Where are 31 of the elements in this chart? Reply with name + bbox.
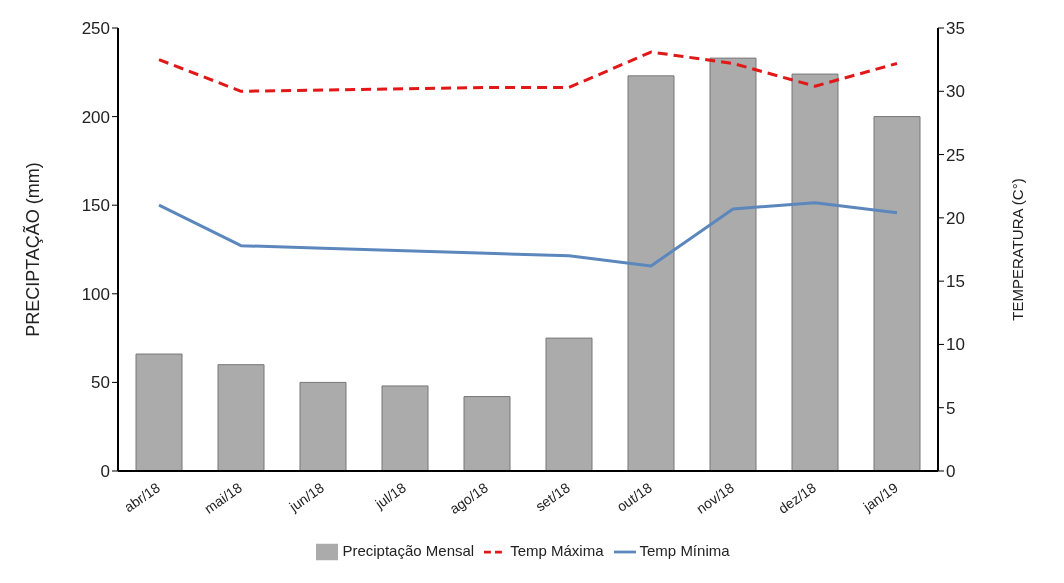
legend-label: Temp Mínima (639, 541, 730, 559)
bar (545, 337, 593, 471)
bar (299, 381, 347, 471)
y2-tick-label: 10 (946, 335, 965, 355)
y2-tick-label: 20 (946, 208, 965, 228)
y2-tick-label: 35 (946, 19, 965, 39)
y2-tick-label: 15 (946, 272, 965, 292)
bar (381, 385, 429, 471)
line-series (157, 50, 899, 93)
bar (627, 75, 675, 471)
legend-label: Temp Máxima (510, 541, 604, 559)
y-axis-title: PRECIPTAÇÃO (mm) (22, 162, 44, 337)
line-series (157, 201, 899, 268)
bar (463, 396, 511, 471)
legend-label: Preciptação Mensal (342, 541, 475, 559)
bar (791, 73, 839, 471)
y-tick-label: 200 (81, 107, 110, 127)
y2-tick-label: 5 (946, 398, 956, 418)
y2-tick-label: 0 (946, 462, 956, 482)
bar (217, 364, 265, 471)
y2-axis-title: TEMPERATURA (C°) (1009, 178, 1027, 321)
y2-tick-label: 25 (946, 145, 965, 165)
y-tick-label: 150 (81, 196, 110, 216)
y-tick-label: 50 (91, 373, 110, 393)
y-tick-label: 250 (81, 19, 110, 39)
y-tick-label: 0 (100, 462, 110, 482)
y2-tick-label: 30 (946, 82, 965, 102)
bar (135, 353, 183, 471)
bar (709, 57, 757, 471)
bar (873, 116, 921, 471)
y-tick-label: 100 (81, 284, 110, 304)
